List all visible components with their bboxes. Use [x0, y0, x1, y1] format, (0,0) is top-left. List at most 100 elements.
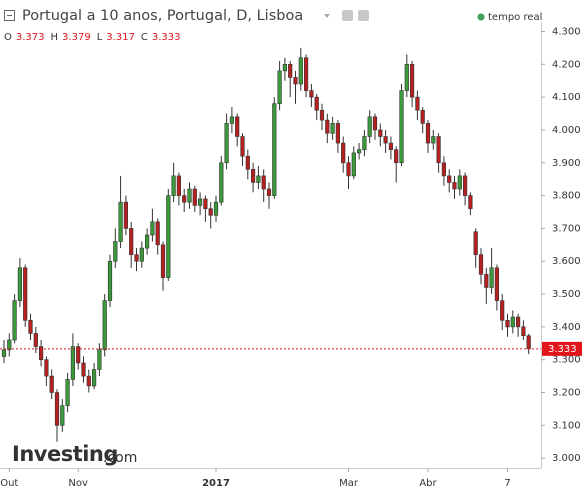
candle-body: [155, 221, 160, 246]
candle-body: [356, 149, 362, 154]
candle-body: [494, 267, 500, 301]
chart-title: Portugal a 10 anos, Portugal, D, Lisboa: [22, 8, 303, 24]
x-tick-label: Mar: [339, 478, 359, 489]
candle-body: [113, 241, 118, 262]
candle-body: [489, 267, 494, 288]
candle-body: [431, 136, 436, 144]
candle-body: [229, 116, 235, 124]
candle-body: [7, 339, 12, 351]
candle-body: [166, 195, 171, 278]
last-price-label: 3.333: [548, 344, 577, 355]
candle-body: [97, 349, 102, 370]
candle-body: [325, 119, 330, 134]
candle-body: [394, 149, 399, 164]
ohlc-key: L: [97, 32, 103, 43]
candle-body: [314, 96, 319, 111]
watermark-brand: Investing: [12, 442, 118, 466]
candle-body: [38, 346, 44, 360]
candle-body: [420, 109, 425, 124]
candle-body: [134, 254, 139, 262]
candle-body: [409, 64, 415, 98]
candle-body: [213, 201, 219, 216]
candle-body: [457, 175, 462, 190]
candle-body: [12, 300, 17, 341]
y-tick-label: 4.300: [552, 26, 581, 37]
candle-body: [261, 175, 266, 190]
candle-body: [346, 162, 351, 177]
candle-body: [425, 123, 431, 144]
candle-body: [17, 267, 23, 301]
candle-body: [23, 267, 28, 321]
candle-body: [139, 247, 144, 262]
candle-body: [182, 195, 187, 203]
y-tick-label: 3.500: [552, 289, 581, 300]
candle-body: [219, 162, 224, 203]
y-tick-label: 3.400: [552, 322, 581, 333]
candle-body: [526, 335, 531, 350]
candle-body: [76, 346, 81, 364]
x-tick-label: Nov: [68, 478, 88, 489]
candle-body: [54, 392, 60, 426]
candle-body: [266, 188, 272, 196]
y-tick-label: 3.100: [552, 420, 581, 431]
candle-body: [198, 198, 203, 206]
candle-body: [478, 254, 484, 275]
candle-body: [372, 116, 378, 131]
candle-body: [203, 198, 208, 210]
ohlc-row: O 3.373 H 3.379 L 3.317 C 3.333: [4, 32, 181, 43]
candle-body: [378, 129, 383, 137]
candle-body: [362, 136, 367, 150]
dropdown-arrow[interactable]: [324, 14, 330, 18]
candle-body: [92, 369, 97, 387]
candle-body: [86, 375, 91, 387]
candle-body: [505, 320, 510, 328]
candle-body: [33, 333, 38, 347]
candle-body: [341, 142, 346, 164]
candle-body: [129, 228, 134, 255]
candle-body: [102, 300, 107, 351]
candle-body: [515, 316, 521, 328]
settings-icon[interactable]: [342, 10, 353, 21]
candle-body: [282, 64, 288, 72]
candle-body: [319, 109, 325, 121]
ohlc-key: H: [51, 32, 59, 43]
ohlc-key: O: [4, 32, 12, 43]
x-tick-label: Out: [0, 478, 18, 489]
candle-body: [468, 195, 473, 210]
candle-body: [309, 90, 314, 98]
ohlc-key: C: [141, 32, 148, 43]
y-tick-label: 3.900: [552, 158, 581, 169]
candle-body: [65, 379, 70, 406]
candle-body: [1, 349, 7, 357]
close-icon[interactable]: [358, 10, 369, 21]
candle-body: [81, 362, 86, 377]
candle-body: [171, 175, 176, 196]
candle-body: [399, 90, 404, 164]
ohlc-value: 3.333: [152, 32, 181, 43]
x-tick-label: 7: [504, 478, 510, 489]
candle-body: [123, 201, 128, 229]
candle-body: [335, 123, 341, 144]
candle-body: [462, 175, 468, 196]
y-tick-label: 4.000: [552, 125, 581, 136]
candle-body: [256, 175, 261, 183]
candle-body: [176, 175, 182, 196]
plot-area: [1, 47, 531, 442]
last-price-box: [542, 341, 582, 356]
status: tempo real: [488, 12, 542, 23]
candle-body: [160, 244, 166, 278]
candle-body: [49, 375, 54, 393]
y-tick-label: 4.100: [552, 92, 581, 103]
candle-body: [351, 152, 356, 177]
ohlc-value: 3.379: [62, 32, 91, 43]
candle-body: [388, 142, 394, 150]
y-tick-label: 3.700: [552, 223, 581, 234]
watermark-domain: .com: [103, 450, 137, 466]
candle-body: [447, 175, 452, 183]
candle-body: [484, 274, 489, 288]
y-tick-label: 3.200: [552, 388, 581, 399]
y-tick-label: 3.800: [552, 191, 581, 202]
y-tick-label: 3.000: [552, 453, 581, 464]
status-dot: [477, 13, 485, 21]
